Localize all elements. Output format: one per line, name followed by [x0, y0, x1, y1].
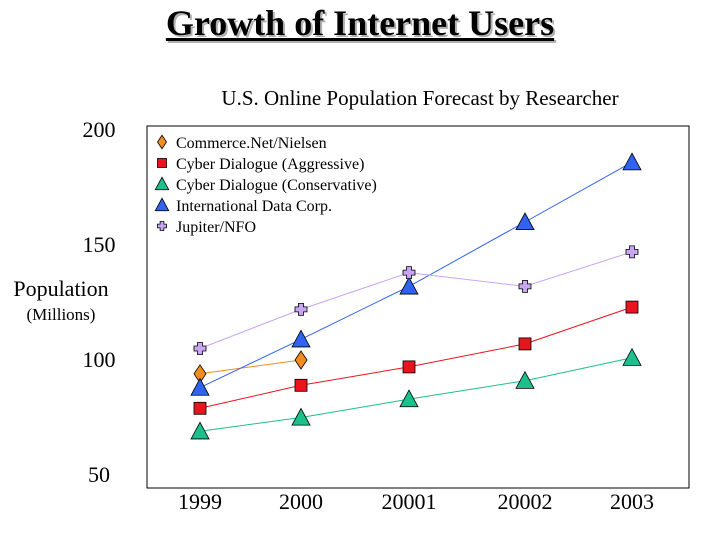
data-point [515, 212, 535, 231]
x-tick-label: 20001 [382, 489, 437, 514]
legend-marker [157, 134, 167, 150]
data-point [399, 276, 419, 295]
data-point [294, 350, 308, 370]
data-point [193, 342, 207, 355]
y-tick-label: 50 [88, 462, 110, 487]
data-point [625, 245, 639, 259]
data-point [402, 360, 416, 374]
data-point [518, 337, 532, 351]
legend-marker [157, 221, 167, 231]
data-point [294, 303, 308, 316]
y-tick-label: 150 [83, 232, 116, 257]
data-point [622, 347, 642, 366]
legend-marker [157, 158, 167, 168]
legend-entry-label: Cyber Dialogue (Conservative) [176, 177, 377, 194]
x-tick-label: 2000 [279, 489, 323, 514]
y-axis-label: Population [13, 276, 109, 301]
y-axis-unit-label: (Millions) [26, 305, 96, 324]
legend-entry-label: International Data Corp. [176, 198, 332, 215]
y-tick-label: 200 [83, 117, 116, 142]
data-point [294, 378, 308, 392]
data-point [625, 300, 639, 314]
data-point [622, 152, 642, 171]
plot-area [146, 125, 690, 489]
slide-title: Growth of Internet Users [165, 3, 555, 43]
legend-marker [154, 176, 170, 191]
data-point [190, 421, 210, 440]
data-point [291, 407, 311, 426]
x-tick-label: 20002 [498, 489, 553, 514]
data-point [402, 266, 416, 279]
legend-entry-label: Cyber Dialogue (Aggressive) [176, 156, 364, 173]
data-point [291, 329, 311, 348]
y-tick-label: 100 [83, 347, 116, 372]
legend: Commerce.Net/Nielsen Cyber Dialogue (Aggr… [154, 134, 377, 236]
x-axis-ticks: 1999 2000 20001 20002 2003 [178, 489, 654, 514]
series-markers [190, 152, 642, 440]
legend-entry-label: Commerce.Net/Nielsen [176, 135, 327, 152]
data-point [515, 370, 535, 389]
x-tick-label: 2003 [610, 489, 654, 514]
x-tick-label: 1999 [178, 489, 222, 514]
data-point [190, 377, 210, 396]
series-line [199, 359, 302, 375]
data-point [193, 401, 207, 415]
y-axis-ticks: 50 100 150 200 [83, 117, 116, 487]
legend-marker [154, 197, 170, 212]
data-point [399, 389, 419, 408]
legend-entry-label: Jupiter/NFO [176, 219, 256, 236]
data-point [518, 280, 532, 293]
chart-title: U.S. Online Population Forecast by Resea… [221, 86, 619, 110]
